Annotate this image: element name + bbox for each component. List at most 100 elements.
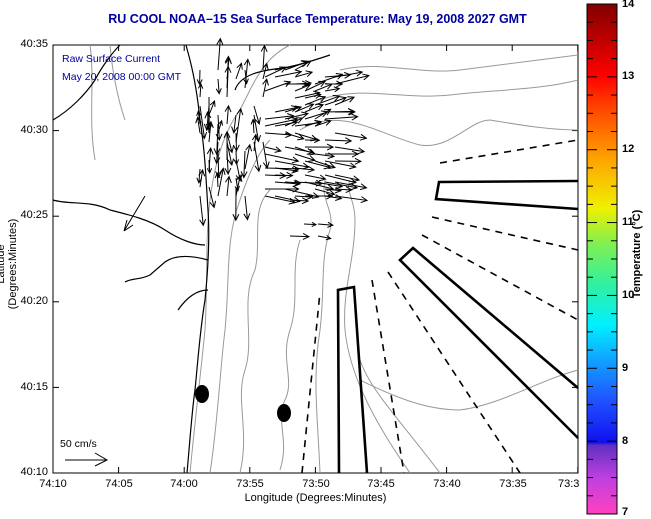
contour-12 xyxy=(89,44,126,161)
current-vector xyxy=(334,146,366,155)
xtick-label: 74:10 xyxy=(39,478,67,490)
current-vector xyxy=(215,78,222,95)
current-vector xyxy=(260,44,268,71)
coastline-main xyxy=(185,44,210,474)
contour-10 xyxy=(319,79,579,101)
current-vector xyxy=(304,143,335,151)
colorbar-title: Temperature (°C) xyxy=(631,209,643,299)
current-vector xyxy=(206,120,214,143)
ytick-label: 40:10 xyxy=(20,466,48,478)
dashed-line-2 xyxy=(371,279,405,474)
current-vector xyxy=(251,133,259,152)
current-vector xyxy=(317,234,332,241)
colorbar-tick-label: 13 xyxy=(622,70,635,82)
current-vector xyxy=(231,114,238,134)
xtick-label: 73:55 xyxy=(236,478,264,490)
buoy-marker-1 xyxy=(195,385,209,403)
colorbar-tick-label: 10 xyxy=(622,289,635,301)
current-vector xyxy=(324,96,348,106)
current-vector xyxy=(304,119,322,127)
current-vector xyxy=(208,186,217,209)
current-vector xyxy=(314,160,336,169)
current-vector xyxy=(294,60,312,71)
colorbar-tick-label: 11 xyxy=(622,216,634,228)
current-vector xyxy=(274,171,294,179)
ytick-label: 40:30 xyxy=(20,124,48,136)
current-vector xyxy=(235,107,244,143)
current-vector xyxy=(217,167,226,197)
colorbar-tick-label: 14 xyxy=(622,0,635,10)
contour-4 xyxy=(279,239,301,471)
current-vector xyxy=(262,77,269,98)
inset-label-current: Raw Surface Current xyxy=(62,53,161,65)
current-vector xyxy=(224,104,232,125)
current-vector xyxy=(198,168,206,188)
axis-ticks xyxy=(52,44,579,474)
current-vector xyxy=(294,103,315,113)
ytick-label: 40:35 xyxy=(20,38,48,50)
current-vector xyxy=(196,110,202,125)
current-vectors xyxy=(195,37,370,241)
current-vector xyxy=(304,80,326,92)
coastline-point xyxy=(52,199,206,246)
inset-label-time: May 20, 2008 00:00 GMT xyxy=(62,71,182,83)
dashed-line-3 xyxy=(387,271,521,474)
current-vector xyxy=(223,130,231,161)
current-vector xyxy=(244,143,253,170)
current-vector xyxy=(334,174,361,183)
current-vector xyxy=(334,186,353,194)
current-vector xyxy=(243,195,251,221)
current-vector xyxy=(324,137,353,145)
xtick-label: 73:40 xyxy=(433,478,461,490)
contour-6 xyxy=(344,179,411,474)
current-vector xyxy=(324,150,360,158)
current-vector xyxy=(204,111,212,134)
contour-3 xyxy=(239,189,271,474)
current-vector xyxy=(235,174,243,197)
current-vector xyxy=(334,73,370,85)
colorbar-tick-label: 7 xyxy=(622,506,629,518)
current-vector xyxy=(199,195,207,227)
current-vector xyxy=(294,83,312,92)
vector-land xyxy=(123,195,146,232)
current-vector xyxy=(253,105,261,125)
current-vector xyxy=(334,195,369,204)
current-vector xyxy=(217,119,223,134)
current-vector xyxy=(314,94,341,106)
xtick-label: 74:05 xyxy=(105,478,133,490)
y-axis-title: Latitude (Degrees:Minutes) xyxy=(0,218,19,310)
current-vector xyxy=(334,69,364,78)
current-vector xyxy=(213,141,221,165)
current-vector xyxy=(262,62,269,80)
map-title: RU COOL NOAA–15 Sea Surface Temperature:… xyxy=(108,12,527,26)
current-vector xyxy=(284,105,303,113)
contour-7 xyxy=(359,359,441,474)
current-vector xyxy=(264,153,300,164)
current-vector xyxy=(304,103,325,113)
current-vector xyxy=(199,105,208,140)
zone-east xyxy=(434,179,579,211)
current-vector xyxy=(314,119,332,127)
dashed-line-4 xyxy=(421,234,579,321)
dashed-line-1 xyxy=(301,291,321,474)
current-vector xyxy=(232,186,240,222)
ytick-label: 40:15 xyxy=(20,381,48,393)
zone-southeast xyxy=(398,246,579,439)
plot-frame xyxy=(52,44,579,474)
current-vector xyxy=(314,73,344,85)
current-vector xyxy=(334,96,356,106)
current-vector xyxy=(335,108,356,116)
current-vector xyxy=(294,70,314,78)
current-vector xyxy=(206,147,214,170)
current-vector xyxy=(324,160,357,170)
current-vector xyxy=(214,171,221,188)
current-vector xyxy=(334,181,368,191)
current-vector xyxy=(317,221,334,228)
current-vector xyxy=(274,166,299,174)
xtick-label: 74:00 xyxy=(170,478,198,490)
xtick-label: 73:35 xyxy=(499,478,527,490)
current-vector xyxy=(196,69,203,86)
coastline-bay xyxy=(52,44,121,121)
current-vector xyxy=(226,132,234,154)
